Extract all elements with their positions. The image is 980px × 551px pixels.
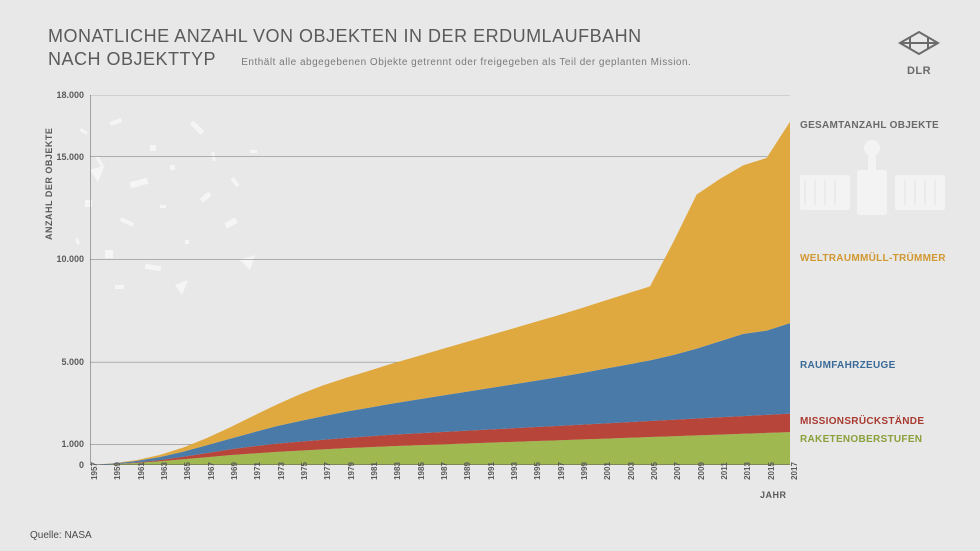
y-tick: 5.000 xyxy=(61,357,84,367)
chart-area: 01.0005.00010.00015.00018.00019571959196… xyxy=(90,95,790,465)
x-axis-label: JAHR xyxy=(760,490,787,500)
series-label: RAUMFAHRZEUGE xyxy=(800,360,896,371)
title-line2-text: NACH OBJEKTTYP xyxy=(48,49,216,69)
x-tick: 1961 xyxy=(137,462,146,480)
x-tick: 1969 xyxy=(230,462,239,480)
chart-subtitle: Enthält alle abgegebenen Objekte getrenn… xyxy=(241,57,691,68)
x-tick: 1997 xyxy=(557,462,566,480)
chart-svg xyxy=(90,95,790,465)
x-tick: 1977 xyxy=(323,462,332,480)
x-tick: 1985 xyxy=(417,462,426,480)
y-tick: 18.000 xyxy=(56,90,84,100)
x-tick: 2013 xyxy=(743,462,752,480)
series-label: WELTRAUMMÜLL-TRÜMMER xyxy=(800,253,946,264)
x-tick: 2003 xyxy=(627,462,636,480)
source-text: Quelle: NASA xyxy=(30,530,92,541)
dlr-logo-text: DLR xyxy=(896,65,942,77)
x-tick: 2011 xyxy=(720,462,729,479)
x-tick: 1971 xyxy=(253,462,262,480)
x-tick: 1989 xyxy=(463,462,472,480)
y-axis-label: ANZAHL DER OBJEKTE xyxy=(44,128,54,240)
y-tick: 10.000 xyxy=(56,254,84,264)
x-tick: 1983 xyxy=(393,462,402,480)
x-tick: 1973 xyxy=(277,462,286,480)
x-tick: 1965 xyxy=(183,462,192,480)
x-tick: 1967 xyxy=(207,462,216,480)
x-tick: 1963 xyxy=(160,462,169,480)
x-tick: 2017 xyxy=(790,462,799,480)
y-tick: 15.000 xyxy=(56,152,84,162)
series-label: GESAMTANZAHL OBJEKTE xyxy=(800,120,939,131)
chart-title-line1: MONATLICHE ANZAHL VON OBJEKTEN IN DER ER… xyxy=(48,25,950,48)
x-tick: 1987 xyxy=(440,462,449,480)
x-tick: 1995 xyxy=(533,462,542,480)
x-tick: 1999 xyxy=(580,462,589,480)
dlr-logo-icon xyxy=(896,28,942,58)
x-tick: 1993 xyxy=(510,462,519,480)
x-tick: 1979 xyxy=(347,462,356,480)
x-tick: 1959 xyxy=(113,462,122,480)
series-label: RAKETENOBERSTUFEN xyxy=(800,434,922,445)
y-tick: 1.000 xyxy=(61,439,84,449)
x-tick: 2001 xyxy=(603,462,612,480)
x-tick: 2015 xyxy=(767,462,776,480)
title-block: MONATLICHE ANZAHL VON OBJEKTEN IN DER ER… xyxy=(48,25,950,72)
x-tick: 1991 xyxy=(487,462,496,480)
y-tick: 0 xyxy=(79,460,84,470)
x-tick: 2005 xyxy=(650,462,659,480)
x-tick: 2009 xyxy=(697,462,706,480)
x-tick: 2007 xyxy=(673,462,682,480)
series-label: MISSIONSRÜCKSTÄNDE xyxy=(800,416,924,427)
x-tick: 1981 xyxy=(370,462,379,480)
x-tick: 1957 xyxy=(90,462,99,480)
dlr-logo: DLR xyxy=(896,28,942,77)
x-tick: 1975 xyxy=(300,462,309,480)
chart-title-line2: NACH OBJEKTTYP Enthält alle abgegebenen … xyxy=(48,48,950,71)
